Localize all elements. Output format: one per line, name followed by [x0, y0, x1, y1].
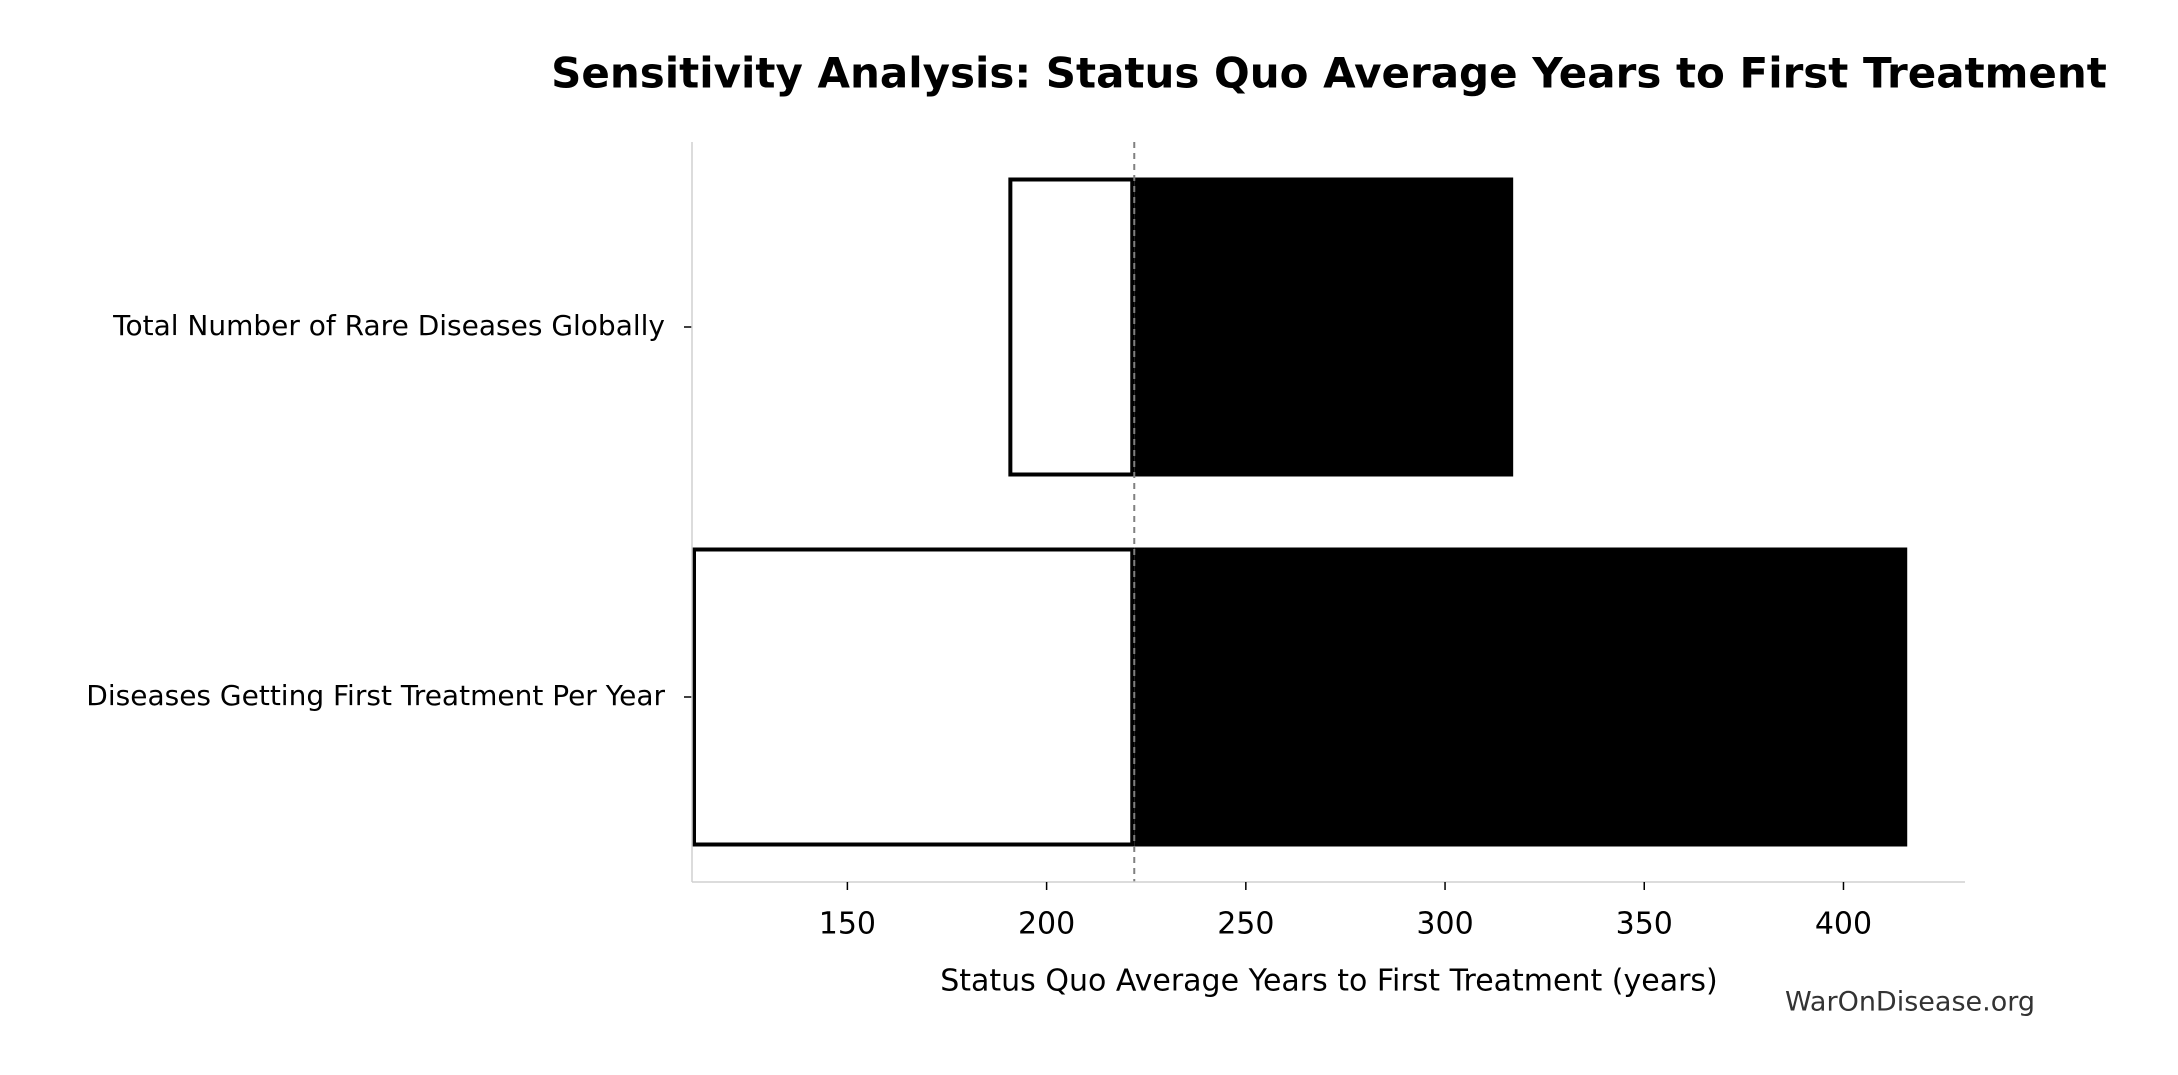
- y-tick-label: Total Number of Rare Diseases Globally: [112, 309, 665, 342]
- x-tick-label: 300: [1416, 907, 1473, 942]
- x-tick-label: 350: [1616, 907, 1673, 942]
- bar: [1134, 547, 1908, 847]
- x-tick-label: 200: [1018, 907, 1075, 942]
- bar: [692, 547, 1135, 847]
- y-tick-label: Diseases Getting First Treatment Per Yea…: [86, 679, 665, 712]
- watermark: WarOnDisease.org: [1785, 987, 2035, 1018]
- chart-title: Sensitivity Analysis: Status Quo Average…: [551, 49, 2107, 98]
- x-tick-label: 400: [1815, 907, 1872, 942]
- bar: [1134, 177, 1514, 477]
- x-tick-label: 250: [1217, 907, 1274, 942]
- x-axis-label: Status Quo Average Years to First Treatm…: [940, 964, 1718, 999]
- bar: [1008, 177, 1135, 477]
- x-tick-label: 150: [819, 907, 876, 942]
